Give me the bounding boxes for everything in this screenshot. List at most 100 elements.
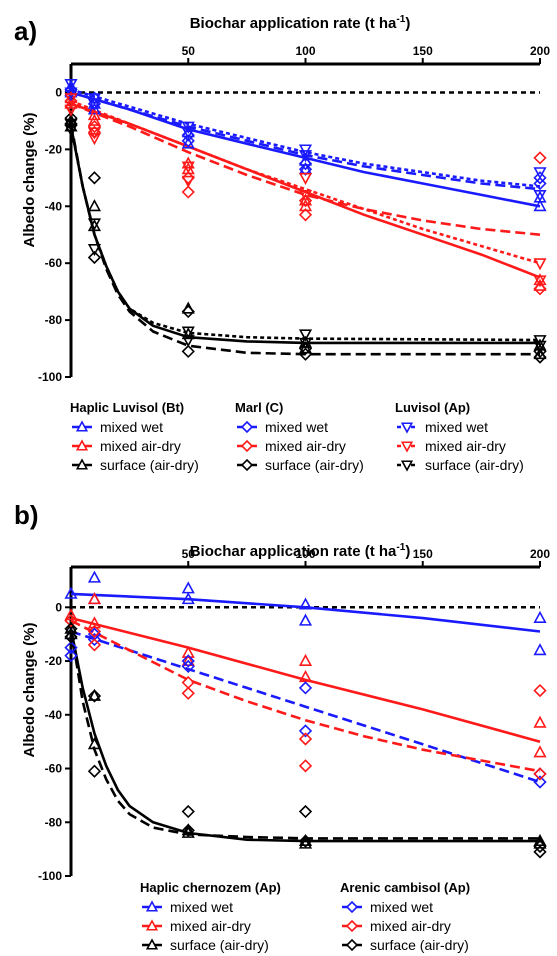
legend-item-label: surface (air-dry) [370,937,469,953]
legend-item-label: surface (air-dry) [265,457,364,473]
data-point [64,622,78,636]
data-point [181,127,195,140]
data-point [64,640,78,655]
data-point [87,737,102,750]
data-point [533,167,547,180]
data-point [298,681,313,695]
data-point [181,823,195,836]
legend-swatch-marker [240,420,254,434]
legend-swatch-marker [75,420,89,432]
data-point [87,218,102,231]
legend-item-label: mixed wet [170,899,233,915]
data-point [298,150,313,163]
legend-item-label: mixed air-dry [265,438,346,454]
data-point [181,326,195,339]
y-tick-label: -100 [38,370,62,384]
data-point [64,649,78,663]
legend-group-title: Marl (C) [235,400,283,415]
panel-b-x-axis-title-tail: ) [405,543,410,560]
y-tick-label: -20 [45,142,63,156]
y-tick-label: 0 [55,85,62,99]
data-point [533,775,547,789]
data-point [87,133,102,146]
x-tick-label: 50 [182,547,196,561]
data-point [298,156,313,171]
data-point [298,341,313,356]
data-point [181,185,195,199]
data-point [64,111,78,125]
data-point [298,724,313,738]
x-tick-label: 150 [413,547,433,561]
data-point [533,610,547,623]
data-point [87,199,102,212]
legend-swatch-marker [400,422,414,434]
panel-a-x-axis-title-tail: ) [405,15,410,32]
y-tick-label: -40 [45,708,63,722]
data-point [533,839,547,854]
data-point [87,689,102,703]
panel-b-x-axis-title-main: Biochar application rate (t ha [190,543,397,560]
legend-item-label: surface (air-dry) [100,457,199,473]
data-point [181,653,195,666]
legend-swatch-marker [400,441,414,453]
data-point [87,632,102,647]
legend-swatch-marker [145,900,159,912]
fit-line [70,88,541,188]
panel-b-x-axis-title-sup: -1 [396,542,405,553]
data-point [87,764,102,778]
data-point [533,335,547,348]
data-point [533,745,547,758]
data-point [181,344,195,359]
y-tick-label: -80 [45,313,63,327]
panel-b: b) Biochar application rate (t ha-1) Alb… [14,500,550,953]
y-tick-label: -20 [45,654,63,668]
x-tick-label: 50 [182,44,196,58]
fit-line [70,616,541,743]
data-point [298,834,313,848]
data-point [181,128,195,142]
y-tick-label: -100 [38,869,62,883]
data-point [64,614,78,628]
data-point [87,108,102,121]
legend-swatch-marker [240,439,254,453]
data-point [87,638,102,652]
data-point [64,94,78,108]
panel-a-x-axis-title: Biochar application rate (t ha-1) [190,14,411,32]
data-point [87,119,102,134]
legend-item-label: mixed air-dry [100,438,181,454]
fit-line [69,628,540,840]
legend-group-title: Arenic cambisol (Ap) [340,880,470,895]
data-point [533,340,547,353]
data-point [181,134,195,148]
legend-item-label: mixed wet [425,419,488,435]
data-point [181,823,195,837]
legend-swatch-marker [75,458,89,470]
panel-a-x-axis-title-main: Biochar application rate (t ha [190,15,397,32]
data-point [298,193,313,206]
data-point [181,581,195,594]
data-point [533,350,547,364]
data-point [298,329,313,342]
legend-item-label: mixed air-dry [370,918,451,934]
data-point [64,621,78,634]
x-tick-label: 150 [413,44,433,58]
y-tick-label: -80 [45,815,63,829]
data-point [298,208,313,222]
data-point [533,845,547,859]
data-point [298,597,313,610]
data-point [533,683,547,698]
data-point [64,104,78,117]
legend-item-label: mixed air-dry [425,438,506,454]
legend-item-label: mixed wet [370,899,433,915]
data-point [533,176,547,191]
data-point [87,127,102,140]
panel-b-fit-lines [69,592,541,843]
data-point [181,804,195,819]
panel-b-data-points [64,570,547,859]
panel-a-data-points [64,78,547,364]
legend-swatch-marker [145,919,159,931]
panel-a-x-axis-title-sup: -1 [396,14,405,25]
data-point [533,199,547,212]
data-point [87,624,102,639]
data-point [181,175,195,188]
